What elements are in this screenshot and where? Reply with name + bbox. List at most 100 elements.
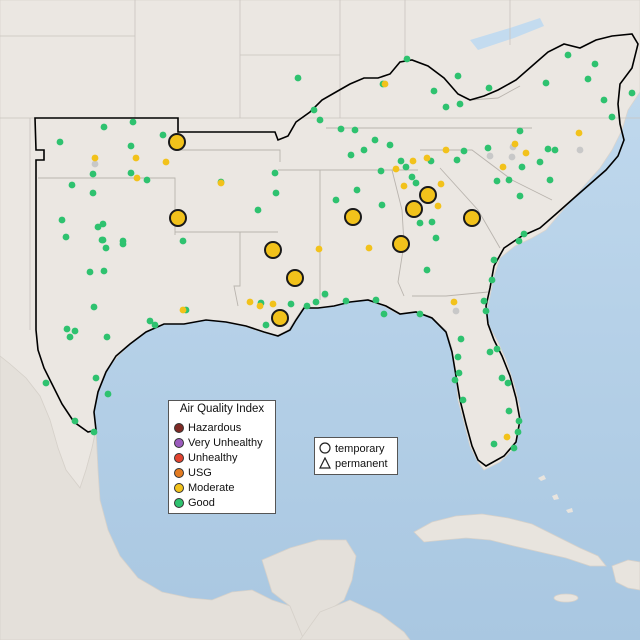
station-marker-moderate — [392, 165, 400, 173]
station-marker-moderate — [503, 433, 511, 441]
station-marker-good — [480, 297, 488, 305]
station-marker-moderate — [132, 154, 140, 162]
region-outline — [34, 33, 639, 467]
shape-item-temporary: temporary — [319, 442, 385, 456]
station-marker-good — [360, 146, 368, 154]
station-marker-good — [90, 303, 98, 311]
station-marker-good — [551, 146, 559, 154]
station-marker-good — [337, 125, 345, 133]
station-marker-good — [416, 310, 424, 318]
station-marker-good — [92, 374, 100, 382]
station-marker-moderate — [499, 163, 507, 171]
temporary-station-marker-moderate — [264, 241, 282, 259]
station-marker-good — [56, 138, 64, 146]
station-marker-good — [271, 169, 279, 177]
station-marker-moderate — [315, 245, 323, 253]
station-marker-good — [179, 237, 187, 245]
station-marker-good — [454, 72, 462, 80]
station-marker-good — [143, 176, 151, 184]
station-marker-good — [42, 379, 50, 387]
usg-swatch-icon — [174, 468, 184, 478]
station-marker-good — [90, 428, 98, 436]
station-marker-good — [402, 163, 410, 171]
station-marker-good — [71, 327, 79, 335]
station-marker-good — [386, 141, 394, 149]
station-marker-moderate — [442, 146, 450, 154]
temporary-station-marker-moderate — [169, 209, 187, 227]
legend-item-very-unhealthy: Very Unhealthy — [174, 436, 263, 450]
temporary-station-marker-moderate — [463, 209, 481, 227]
station-marker-good — [119, 237, 127, 245]
lake-erie — [470, 18, 544, 50]
station-marker-good — [102, 244, 110, 252]
station-marker-moderate — [381, 80, 389, 88]
station-marker-good — [536, 158, 544, 166]
legend-item-good: Good — [174, 496, 215, 510]
station-marker-good — [63, 325, 71, 333]
station-marker-good — [372, 296, 380, 304]
station-marker-good — [66, 333, 74, 341]
station-marker-good — [542, 79, 550, 87]
station-marker-good — [89, 170, 97, 178]
station-marker-moderate — [450, 298, 458, 306]
station-marker-good — [103, 333, 111, 341]
station-marker-good — [490, 256, 498, 264]
station-marker-good — [412, 179, 420, 187]
station-markers — [42, 51, 636, 452]
legend-item-unhealthy: Unhealthy — [174, 451, 238, 465]
station-marker-good — [403, 55, 411, 63]
station-marker-good — [342, 297, 350, 305]
station-marker-good — [86, 268, 94, 276]
station-marker-good — [456, 100, 464, 108]
station-marker-good — [482, 307, 490, 315]
station-marker-moderate — [269, 300, 277, 308]
station-marker-good — [514, 428, 522, 436]
station-marker-moderate — [522, 149, 530, 157]
station-marker-good — [94, 223, 102, 231]
land-yucatan — [261, 539, 357, 640]
station-marker-good — [490, 440, 498, 448]
station-marker-moderate — [179, 306, 187, 314]
station-marker-good — [332, 196, 340, 204]
temporary-station-marker-moderate — [344, 208, 362, 226]
station-marker-good — [442, 103, 450, 111]
station-marker-good — [68, 181, 76, 189]
station-marker-good — [312, 298, 320, 306]
station-marker-good — [505, 176, 513, 184]
station-marker-moderate — [511, 140, 519, 148]
station-marker-good — [484, 144, 492, 152]
station-marker-good — [485, 84, 493, 92]
station-marker-good — [454, 353, 462, 361]
station-marker-good — [518, 163, 526, 171]
station-marker-good — [453, 156, 461, 164]
legend-item-hazardous: Hazardous — [174, 421, 241, 435]
station-marker-moderate — [400, 182, 408, 190]
station-marker-moderate — [409, 157, 417, 165]
station-marker-good — [510, 444, 518, 452]
station-marker-good — [428, 218, 436, 226]
station-marker-good — [564, 51, 572, 59]
station-marker-good — [310, 106, 318, 114]
station-marker-moderate — [91, 154, 99, 162]
station-marker-good — [151, 321, 159, 329]
moderate-swatch-icon — [174, 483, 184, 493]
station-marker-moderate — [423, 154, 431, 162]
station-marker-good — [516, 127, 524, 135]
station-marker-moderate — [246, 298, 254, 306]
hazardous-swatch-icon — [174, 423, 184, 433]
station-marker-nodata — [576, 146, 584, 154]
land-jamaica — [553, 593, 579, 603]
station-marker-good — [600, 96, 608, 104]
station-marker-good — [504, 379, 512, 387]
station-marker-nodata — [508, 153, 516, 161]
station-marker-good — [353, 186, 361, 194]
station-marker-good — [498, 374, 506, 382]
station-marker-good — [303, 302, 311, 310]
temporary-station-marker-moderate — [168, 133, 186, 151]
station-marker-good — [254, 206, 262, 214]
station-marker-good — [316, 116, 324, 124]
station-marker-good — [129, 118, 137, 126]
land-central-america — [299, 599, 411, 640]
station-marker-good — [100, 123, 108, 131]
station-marker-good — [262, 321, 270, 329]
